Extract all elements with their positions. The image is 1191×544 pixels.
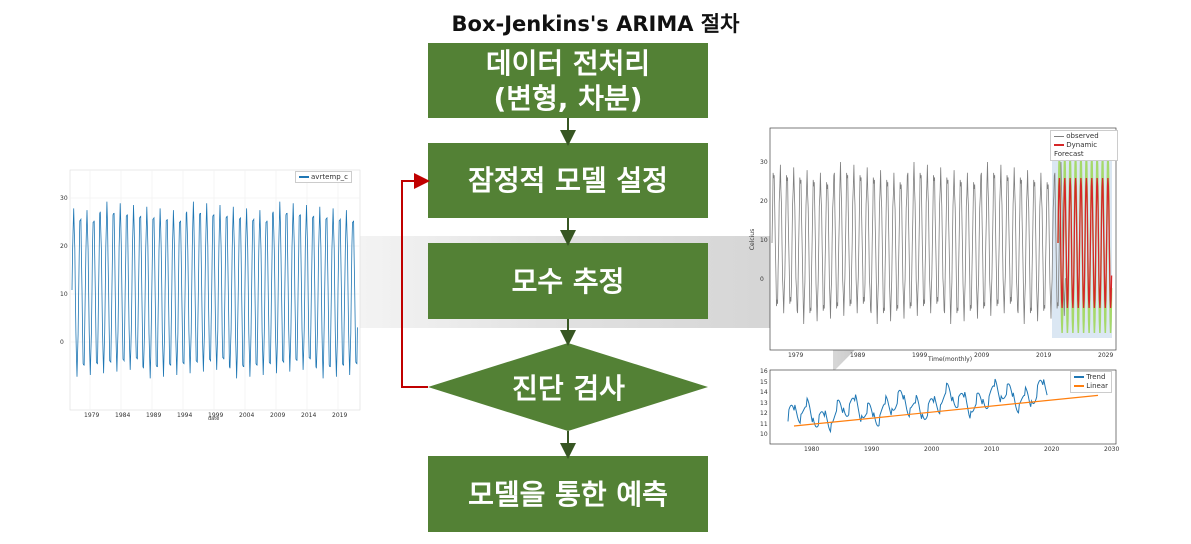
step-diagnostic-check — [428, 343, 708, 431]
trend-y-tick: 10 — [760, 431, 768, 438]
forecast-chart: observed Dynamic Forecast Time(monthly) … — [748, 126, 1118, 366]
step-model-identification: 잠정적 모델 설정 — [428, 143, 708, 218]
legend-forecast: Dynamic Forecast — [1054, 141, 1098, 158]
forecast-y-tick: 30 — [760, 159, 768, 166]
trend-x-tick: 2020 — [1044, 446, 1060, 453]
forecast-line — [1057, 177, 1113, 309]
forecast-x-tick: 1989 — [850, 352, 866, 359]
left-series-line — [71, 201, 358, 379]
step-diagnostic-check-label: 진단 검사 — [512, 372, 625, 405]
left-legend-label: avrtemp_c — [311, 173, 348, 181]
left-y-tick: 30 — [60, 195, 68, 202]
observed-line — [771, 161, 1066, 325]
legend-line-icon — [298, 176, 309, 178]
left-x-tick: 1999 — [208, 412, 224, 419]
trend-x-tick: 2000 — [924, 446, 940, 453]
step-preprocessing: 데이터 전처리 (변형, 차분) — [428, 43, 708, 118]
forecast-y-tick: 20 — [760, 198, 768, 205]
left-x-tick: 2019 — [332, 412, 348, 419]
trend-chart: Trend Linear 1980 1990 2000 2010 2020 2030 16 1… — [748, 368, 1120, 464]
trend-y-tick: 11 — [760, 420, 768, 428]
legend-trend: Trend — [1086, 373, 1106, 381]
legend-line-icon — [1054, 135, 1064, 137]
trend-line — [787, 378, 1048, 434]
forecast-x-tick: 1999 — [912, 352, 928, 359]
left-x-tick: 2009 — [270, 412, 286, 419]
forecast-legend: observed Dynamic Forecast — [1050, 130, 1118, 161]
trend-x-tick: 1990 — [864, 446, 880, 453]
legend-observed: observed — [1066, 132, 1099, 140]
trend-y-tick: 16 — [760, 368, 768, 375]
forecast-x-label: Time(monthly) — [928, 356, 973, 363]
diagram-title: Box-Jenkins's ARIMA 절차 — [451, 12, 740, 36]
trend-y-tick: 13 — [760, 399, 768, 407]
legend-line-icon — [1054, 144, 1064, 146]
left-x-label: date — [208, 416, 220, 422]
forecast-x-tick: 2029 — [1098, 352, 1114, 359]
left-y-tick: 0 — [60, 339, 64, 346]
left-y-tick: 20 — [60, 243, 68, 250]
left-y-tick: 10 — [60, 291, 68, 298]
legend-line-icon — [1074, 376, 1084, 378]
trend-y-tick: 15 — [760, 378, 768, 386]
left-x-tick: 1979 — [84, 412, 100, 419]
forecast-x-tick: 2009 — [974, 352, 990, 359]
step-model-identification-label: 잠정적 모델 설정 — [468, 164, 668, 197]
forecast-y-label: Celcius — [749, 228, 757, 251]
trend-legend: Trend Linear — [1070, 371, 1112, 393]
step-parameter-estimation: 모수 추정 — [428, 243, 708, 319]
linear-fit-line — [793, 394, 1099, 427]
trend-y-tick: 14 — [760, 389, 768, 396]
trend-x-tick: 2010 — [984, 446, 1000, 453]
step-forecasting-label: 모델을 통한 예측 — [468, 477, 668, 511]
step-preprocessing-label: 데이터 전처리 (변형, 차분) — [485, 46, 651, 115]
left-timeseries-chart: avrtemp_c date 1979 1984 1989 1994 1999 2004 2… — [58, 165, 366, 427]
forecast-x-tick: 1979 — [788, 352, 804, 359]
left-x-tick: 1984 — [115, 412, 131, 419]
left-x-tick: 2014 — [301, 412, 317, 419]
forecast-y-tick: 0 — [760, 276, 764, 283]
legend-line-icon — [1074, 385, 1084, 387]
left-x-tick: 2004 — [239, 412, 255, 419]
trend-y-tick: 12 — [760, 410, 768, 417]
step-forecasting: 모델을 통한 예측 — [428, 456, 708, 532]
legend-linear: Linear — [1086, 382, 1108, 390]
left-chart-legend: avrtemp_c — [294, 171, 352, 183]
left-x-tick: 1989 — [146, 412, 162, 419]
step-parameter-estimation-label: 모수 추정 — [511, 264, 625, 298]
forecast-y-tick: 10 — [760, 237, 768, 244]
trend-x-tick: 2030 — [1104, 446, 1120, 453]
forecast-x-tick: 2019 — [1036, 352, 1052, 359]
left-x-tick: 1994 — [177, 412, 193, 419]
trend-x-tick: 1980 — [804, 446, 820, 453]
